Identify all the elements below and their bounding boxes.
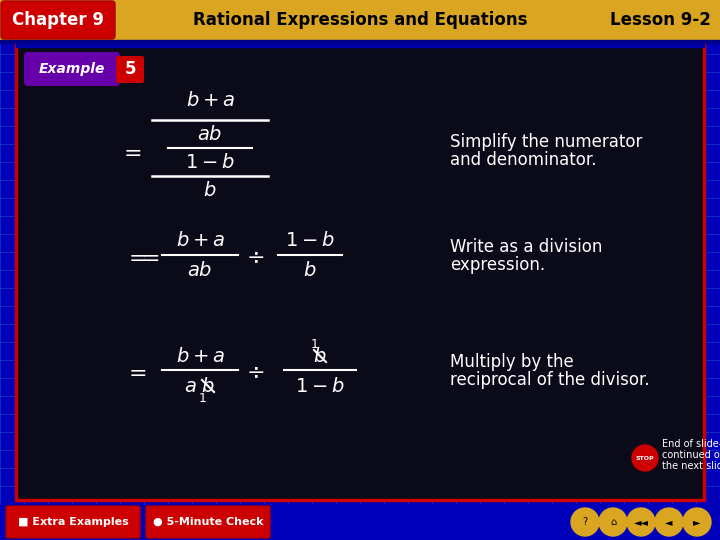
- FancyBboxPatch shape: [1, 1, 115, 39]
- Text: $=$: $=$: [124, 362, 146, 382]
- Bar: [16, 44, 704, 500]
- Text: $b$: $b$: [303, 261, 317, 280]
- Text: $b$: $b$: [203, 180, 217, 199]
- Text: $\div$: $\div$: [246, 247, 264, 267]
- Text: $\div$: $\div$: [246, 362, 264, 382]
- Text: $b$: $b$: [313, 347, 327, 366]
- Circle shape: [627, 508, 655, 536]
- Text: $b+a$: $b+a$: [176, 347, 225, 366]
- Text: $=$: $=$: [124, 247, 146, 267]
- Text: Chapter 9: Chapter 9: [12, 11, 104, 29]
- Text: ● 5-Minute Check: ● 5-Minute Check: [153, 517, 264, 527]
- Text: $1$: $1$: [310, 338, 318, 350]
- Text: the next slide: the next slide: [662, 461, 720, 471]
- Circle shape: [599, 508, 627, 536]
- Text: End of slide—: End of slide—: [662, 439, 720, 449]
- Text: ◄◄: ◄◄: [634, 517, 649, 527]
- Text: $b+a$: $b+a$: [176, 232, 225, 251]
- Circle shape: [571, 508, 599, 536]
- Text: $1$: $1$: [197, 392, 207, 404]
- Text: $ab$: $ab$: [187, 261, 212, 280]
- Circle shape: [683, 508, 711, 536]
- Text: $a$: $a$: [184, 376, 197, 395]
- Text: reciprocal of the divisor.: reciprocal of the divisor.: [450, 371, 649, 389]
- Text: Rational Expressions and Equations: Rational Expressions and Equations: [193, 11, 527, 29]
- Circle shape: [632, 445, 658, 471]
- Text: Example: Example: [39, 62, 105, 76]
- Text: Simplify the numerator: Simplify the numerator: [450, 133, 642, 151]
- Text: ►: ►: [693, 517, 701, 527]
- Text: $b+a$: $b+a$: [186, 91, 235, 110]
- Text: continued on: continued on: [662, 450, 720, 460]
- Text: Write as a division: Write as a division: [450, 238, 603, 256]
- Text: $b$: $b$: [202, 376, 215, 395]
- Bar: [16, 44, 704, 500]
- Text: Multiply by the: Multiply by the: [450, 353, 574, 371]
- Text: $ab$: $ab$: [197, 125, 222, 144]
- FancyBboxPatch shape: [24, 52, 120, 86]
- Text: and denominator.: and denominator.: [450, 151, 596, 169]
- FancyBboxPatch shape: [116, 56, 144, 83]
- Bar: [0, 40, 720, 43]
- Text: $=$: $=$: [137, 247, 159, 267]
- FancyBboxPatch shape: [146, 506, 270, 538]
- Text: ?: ?: [582, 517, 588, 527]
- Text: $1-b$: $1-b$: [295, 376, 345, 395]
- Bar: [16, 44, 704, 47]
- Text: STOP: STOP: [636, 456, 654, 461]
- Text: expression.: expression.: [450, 256, 545, 274]
- Text: Lesson 9-2: Lesson 9-2: [610, 11, 711, 29]
- Text: ◄: ◄: [665, 517, 672, 527]
- Text: 5: 5: [125, 60, 136, 78]
- FancyBboxPatch shape: [6, 506, 140, 538]
- Bar: [0, 0, 720, 40]
- Text: $1-b$: $1-b$: [285, 232, 335, 251]
- Text: ⌂: ⌂: [610, 517, 616, 527]
- Text: ■ Extra Examples: ■ Extra Examples: [17, 517, 128, 527]
- Text: $=$: $=$: [119, 142, 141, 162]
- Circle shape: [655, 508, 683, 536]
- Text: $1-b$: $1-b$: [185, 152, 235, 172]
- Bar: [0, 504, 720, 540]
